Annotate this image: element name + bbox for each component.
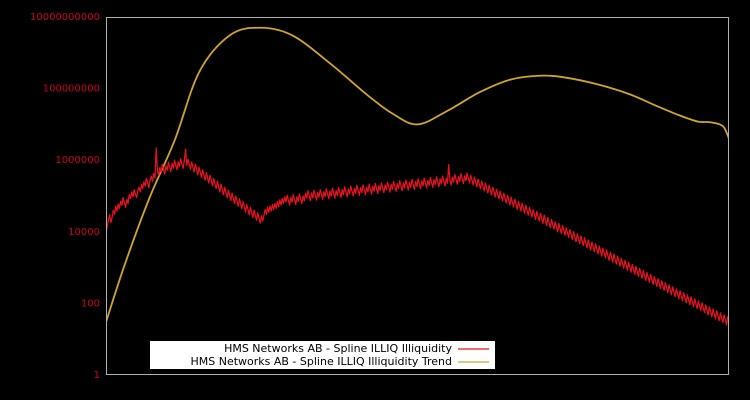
y-axis-tick-label: 10000000000	[30, 12, 100, 23]
y-axis-tick-label: 100	[81, 298, 100, 309]
legend-background	[150, 341, 495, 369]
plot-area-background	[106, 17, 729, 375]
y-axis-tick-label: 100000000	[43, 84, 100, 95]
chart-legend[interactable]: HMS Networks AB - Spline ILLIQ Illiquidi…	[150, 341, 495, 369]
y-axis-tick-label: 1000000	[55, 155, 100, 166]
trend-series-line	[106, 26, 729, 324]
plot-frame-border	[106, 17, 729, 375]
legend-label-trend: HMS Networks AB - Spline ILLIQ Illiquidi…	[190, 355, 452, 368]
illiquidity-series-line	[106, 147, 729, 326]
y-axis-tick-labels: 10000000000 100000000 1000000 10000 100 1	[30, 12, 100, 381]
y-axis-tick-label: 10000	[68, 227, 100, 238]
legend-label-illiquidity: HMS Networks AB - Spline ILLIQ Illiquidi…	[224, 342, 452, 355]
y-axis-tick-label: 1	[94, 370, 100, 381]
